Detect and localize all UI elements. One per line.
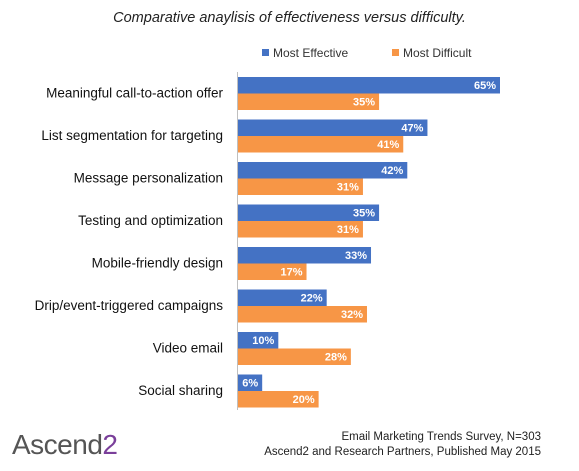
category-label: Meaningful call-to-action offer [46,86,223,101]
data-label: 65% [474,80,496,92]
data-label: 17% [280,267,302,279]
category-label: Video email [153,341,223,356]
bar-effective [238,162,408,179]
category-label: Drip/event-triggered campaigns [35,298,224,313]
data-label: 31% [337,224,359,236]
bar-effective [238,77,500,94]
bar-difficult [238,263,307,280]
bar-difficult [238,93,380,110]
ascend2-logo: Ascend2 [12,429,118,461]
logo-number: 2 [102,429,118,460]
bar-effective [238,289,327,306]
legend-label-1: Most Difficult [403,46,472,60]
bars [238,77,500,408]
data-label: 6% [242,378,258,390]
data-label: 35% [353,97,375,109]
bar-difficult [238,136,404,153]
bar-effective [238,204,380,221]
bar-difficult [238,306,367,323]
data-label: 35% [353,208,375,220]
bar-effective [238,374,263,391]
category-label: Mobile-friendly design [92,256,223,271]
category-label: Message personalization [74,171,223,186]
bar-effective [238,332,279,349]
data-label: 32% [341,309,363,321]
bar-difficult [238,178,363,195]
chart-title: Comparative anaylisis of effectiveness v… [113,10,466,26]
legend-label-0: Most Effective [273,46,348,60]
data-label: 47% [401,123,423,135]
category-label: Testing and optimization [78,213,223,228]
data-label: 22% [301,293,323,305]
bar-difficult [238,348,351,365]
category-labels: Meaningful call-to-action offer List segm… [35,86,224,399]
legend: Most Effective Most Difficult [262,46,472,60]
legend-swatch-0 [262,49,269,56]
source-line-2: Ascend2 and Research Partners, Published… [264,446,541,458]
bar-difficult [238,391,319,408]
bar-effective [238,247,372,264]
data-label: 10% [252,335,274,347]
bar-effective [238,119,428,136]
source-note: Email Marketing Trends Survey, N=303 Asc… [264,430,541,460]
logo-text: Ascend [12,429,103,460]
data-label: 33% [345,250,367,262]
source-line-1: Email Marketing Trends Survey, N=303 [341,431,541,443]
legend-swatch-1 [392,49,399,56]
data-label: 20% [293,394,315,406]
bar-chart: Most Effective Most Difficult Meaningful … [35,46,500,410]
data-label: 42% [381,165,403,177]
category-label: Social sharing [138,383,223,398]
bar-difficult [238,221,363,238]
data-label: 31% [337,182,359,194]
category-label: List segmentation for targeting [41,128,223,143]
data-labels: 65% 35% 47%41% 42% 31% 35% 31% 33% 17% 22% 32% 10% 2… [242,80,496,406]
data-label: 41% [377,139,399,151]
data-label: 28% [325,352,347,364]
